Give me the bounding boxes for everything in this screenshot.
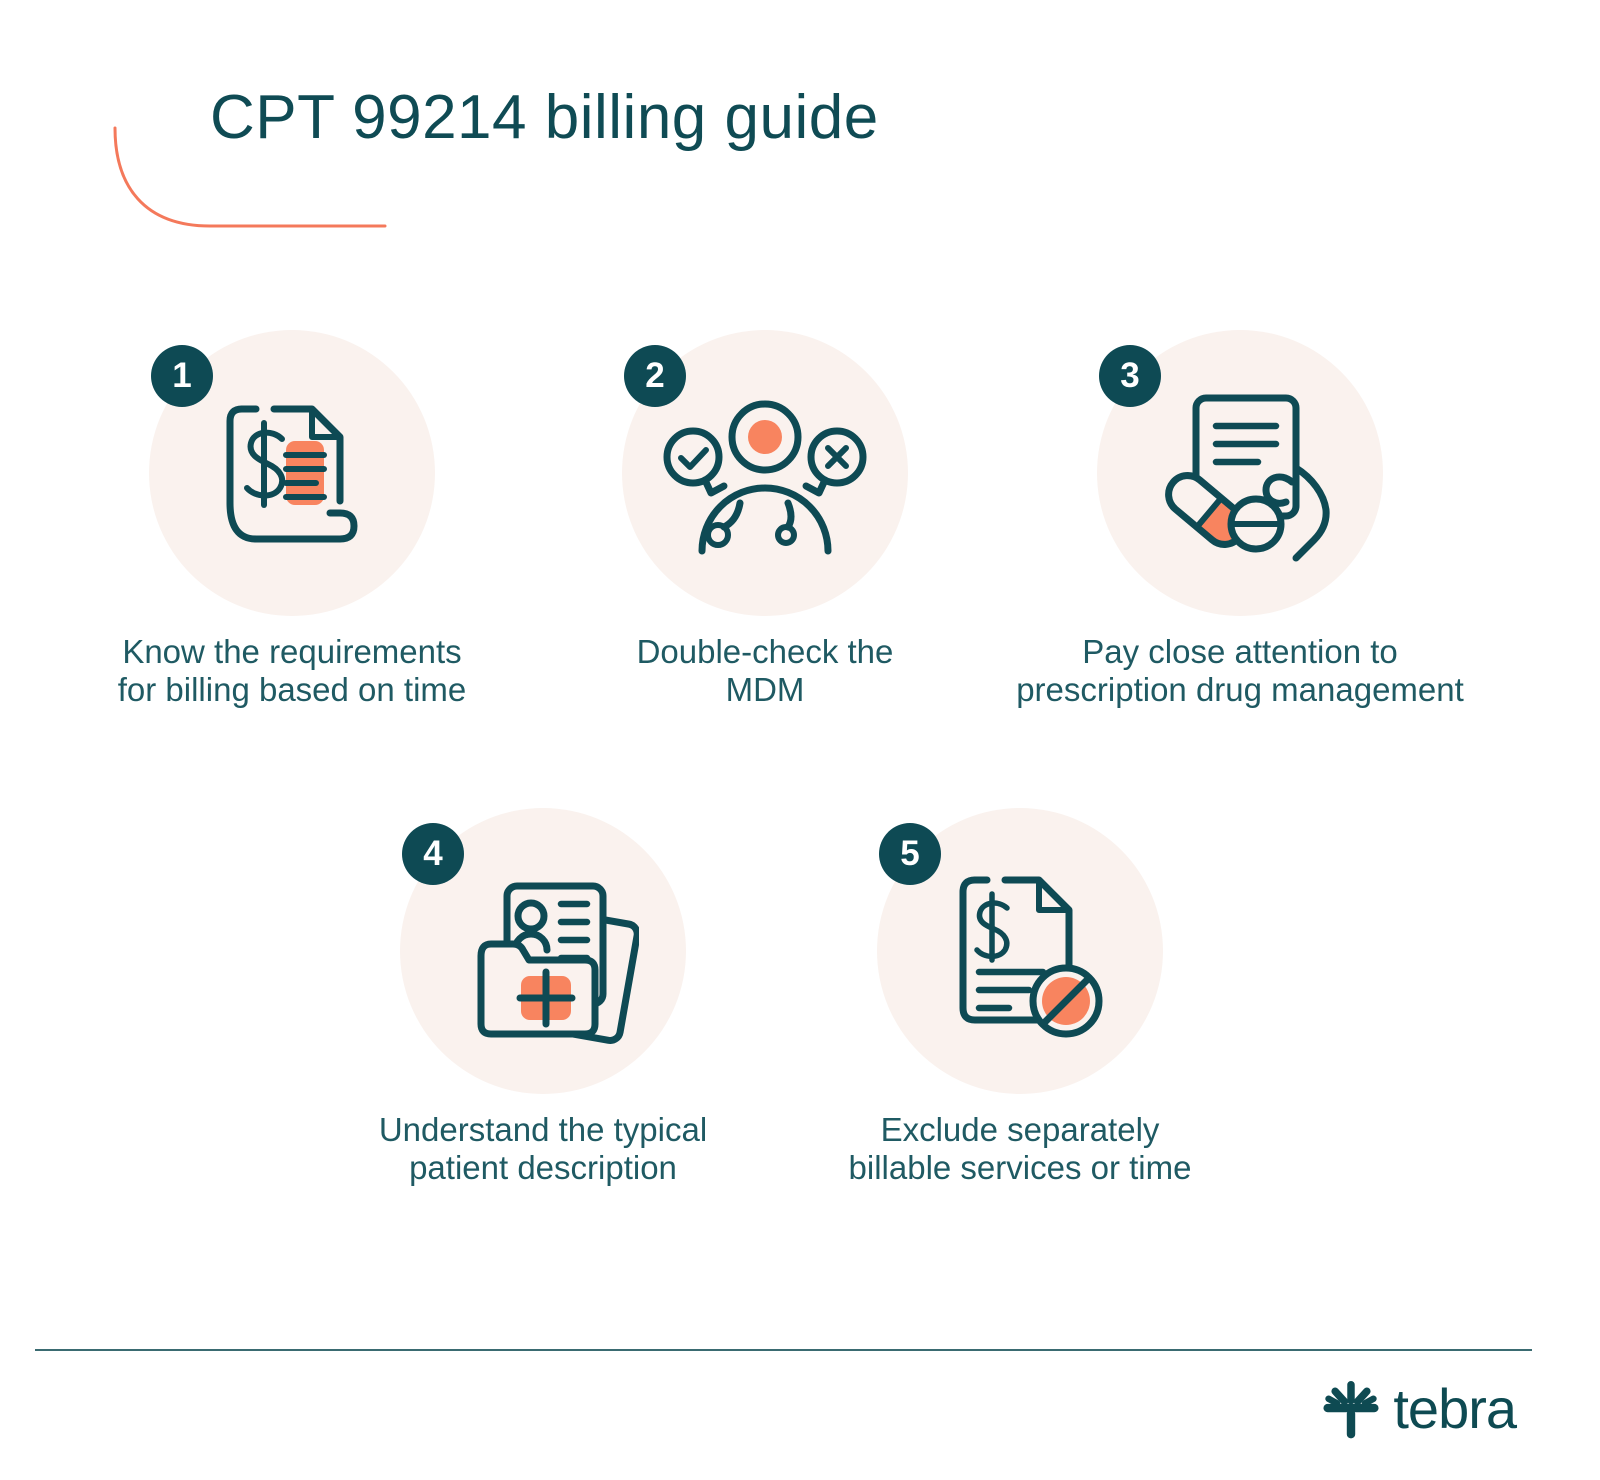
step-4-circle: 4	[400, 808, 686, 1094]
step-3-number-badge: 3	[1099, 345, 1161, 407]
step-5-number-badge: 5	[879, 823, 941, 885]
step-2-circle: 2	[622, 330, 908, 616]
brand-logo: tebra	[1323, 1377, 1517, 1440]
accent-curve	[113, 126, 387, 228]
page-title: CPT 99214 billing guide	[210, 83, 879, 152]
step-5: 5 Exclude separately billable services o…	[770, 808, 1270, 1188]
step-1: 1 Know the requirements for billing base…	[42, 330, 542, 710]
step-3: 3 Pay close attention to prescription dr…	[990, 330, 1490, 710]
step-3-circle: 3	[1097, 330, 1383, 616]
step-2-number-badge: 2	[624, 345, 686, 407]
step-2: 2 Double-check the MDM	[515, 330, 1015, 710]
step-4-caption: Understand the typical patient descripti…	[378, 1111, 708, 1187]
patient-folder-icon	[477, 882, 639, 1044]
billing-statement-icon	[226, 405, 358, 543]
step-4-number-badge: 4	[402, 823, 464, 885]
step-1-number-badge: 1	[151, 345, 213, 407]
excluded-invoice-icon	[959, 876, 1103, 1038]
prescription-hand-icon	[1165, 394, 1330, 562]
step-5-caption: Exclude separately billable services or …	[848, 1111, 1192, 1187]
step-5-circle: 5	[877, 808, 1163, 1094]
step-2-caption: Double-check the MDM	[636, 633, 894, 709]
footer-divider	[35, 1349, 1532, 1351]
step-1-circle: 1	[149, 330, 435, 616]
brand-name: tebra	[1393, 1377, 1517, 1440]
step-1-caption: Know the requirements for billing based …	[117, 633, 467, 709]
tebra-tree-icon	[1323, 1381, 1379, 1439]
step-4: 4 Understand the typical patient descrip…	[293, 808, 793, 1188]
doctor-review-icon	[663, 400, 867, 555]
step-3-caption: Pay close attention to prescription drug…	[1016, 633, 1464, 709]
